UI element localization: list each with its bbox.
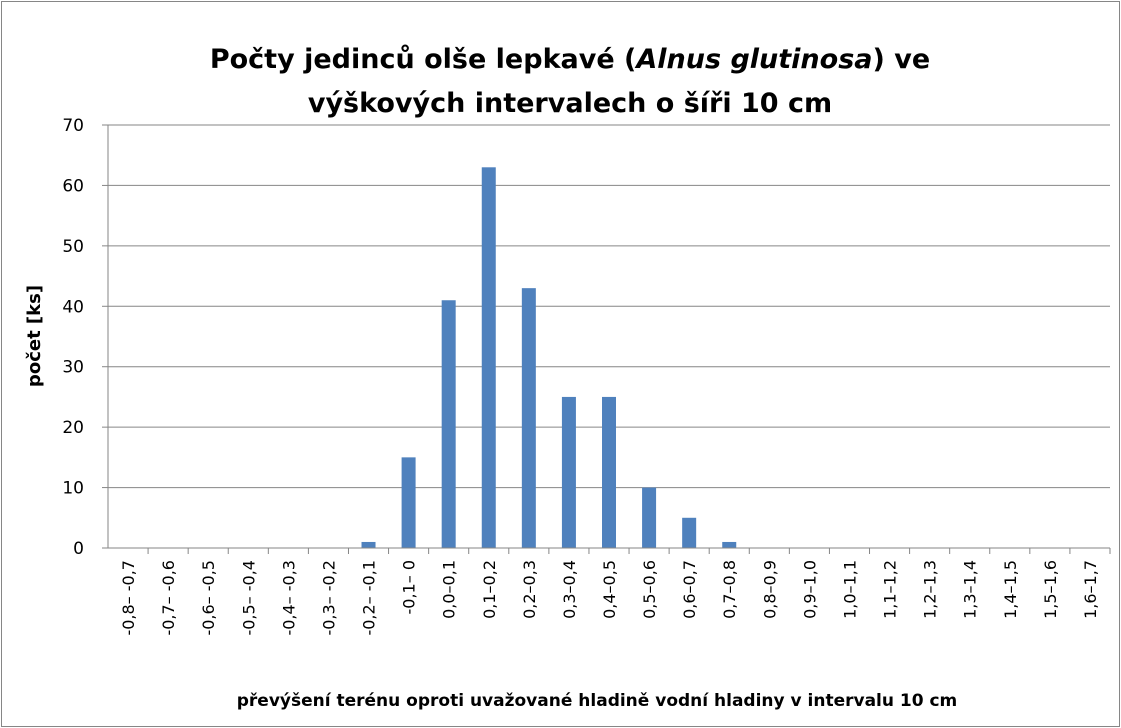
bar	[521, 288, 536, 548]
x-tick-label: 0,2–0,3	[520, 560, 539, 619]
x-tick-label: 1,1–1,2	[881, 560, 900, 619]
x-tick-label: 1,2–1,3	[921, 560, 940, 619]
bar	[722, 541, 737, 548]
bar	[642, 487, 657, 548]
x-tick-label: 0,7–0,8	[720, 560, 739, 619]
x-tick-label: -0,2– -0,1	[360, 560, 379, 636]
y-tick-label: 50	[62, 237, 84, 257]
y-tick-label: 70	[62, 116, 84, 136]
x-tick-label: -0,5– -0,4	[239, 560, 258, 636]
y-tick-label: 30	[62, 358, 84, 378]
title-part: Alnus glutinosa	[634, 44, 872, 75]
chart-title: výškových intervalech o šíři 10 cm	[308, 88, 832, 119]
bar	[361, 541, 376, 548]
x-tick-label: 0,5–0,6	[640, 560, 659, 619]
x-tick-label: 0,3–0,4	[560, 560, 579, 619]
x-tick-label: 1,3–1,4	[961, 560, 980, 619]
x-tick-label: 0,4–0,5	[600, 560, 619, 619]
y-axis-title: počet [ks]	[24, 285, 45, 387]
x-tick-label: -0,3– -0,2	[319, 560, 338, 636]
x-tick-label: 1,0–1,1	[840, 560, 859, 619]
title-part: ) ve	[873, 44, 931, 75]
bar	[401, 457, 416, 548]
x-tick-label: 0,6–0,7	[680, 560, 699, 619]
x-tick-label: 0,9–1,0	[800, 560, 819, 619]
x-tick-label: -0,8– -0,7	[119, 560, 138, 636]
y-tick-label: 20	[62, 418, 84, 438]
x-tick-label: 0,1–0,2	[480, 560, 499, 619]
bar	[602, 396, 616, 548]
x-axis-title: převýšení terénu oproti uvažované hladin…	[237, 691, 958, 711]
x-tick-label: -0,6– -0,5	[199, 560, 218, 636]
x-tick-label: -0,7– -0,6	[159, 560, 178, 636]
x-tick-label: 1,4–1,5	[1001, 560, 1020, 619]
x-tick-label: 0,0–0,1	[440, 560, 459, 619]
y-tick-label: 0	[73, 539, 84, 559]
bar	[561, 396, 576, 548]
x-tick-label: 0,8–0,9	[760, 560, 779, 619]
y-tick-label: 40	[62, 297, 84, 317]
y-tick-label: 10	[62, 479, 84, 499]
chart-title: Počty jedinců olše lepkavé (Alnus glutin…	[210, 44, 930, 75]
y-tick-label: 60	[62, 176, 84, 196]
bar	[481, 167, 496, 549]
x-tick-label: -0,4– -0,3	[279, 560, 298, 636]
title-part: Počty jedinců olše lepkavé (	[210, 44, 637, 75]
x-tick-label: 1,5–1,6	[1041, 560, 1060, 619]
x-tick-label: -0,1– 0	[400, 560, 419, 614]
bar	[682, 517, 697, 548]
x-tick-label: 1,6–1,7	[1081, 560, 1100, 619]
bar	[441, 300, 456, 548]
